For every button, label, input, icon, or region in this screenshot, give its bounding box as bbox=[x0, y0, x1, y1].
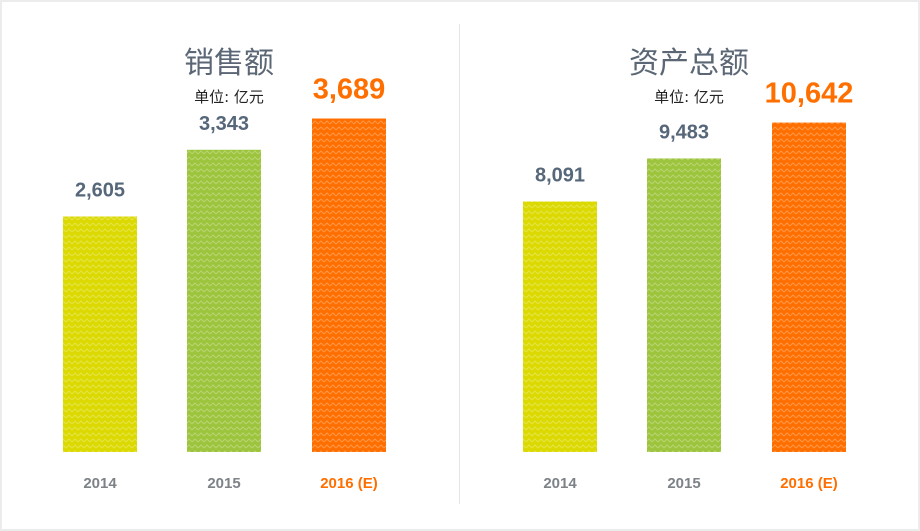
sales-bar-2016e bbox=[312, 118, 386, 452]
sales-bar-2014 bbox=[63, 216, 137, 452]
assets-category-label: 2015 bbox=[667, 475, 700, 492]
sales-value-label: 3,689 bbox=[313, 74, 386, 106]
sales-chart-title: 销售额 bbox=[184, 46, 274, 81]
sales-category-label: 2016 (E) bbox=[320, 475, 378, 492]
assets-chart-panel: 资产总额 单位: 亿元 8,091 2014 9,483 2015 10,642 2016… bbox=[460, 0, 918, 531]
assets-value-label: 10,642 bbox=[765, 78, 854, 110]
assets-bar-2015 bbox=[647, 158, 721, 452]
sales-bar-2015 bbox=[187, 149, 261, 453]
sales-category-label: 2015 bbox=[207, 475, 240, 492]
assets-category-label: 2014 bbox=[543, 475, 577, 492]
assets-bar-2016e bbox=[772, 122, 846, 452]
assets-value-label: 9,483 bbox=[659, 121, 709, 143]
assets-bar-2014 bbox=[523, 201, 597, 452]
sales-value-label: 2,605 bbox=[75, 180, 125, 202]
sales-chart-unit: 单位: 亿元 bbox=[194, 88, 264, 106]
assets-value-label: 8,091 bbox=[535, 165, 585, 187]
assets-category-label: 2016 (E) bbox=[780, 475, 838, 492]
sales-category-label: 2014 bbox=[83, 475, 117, 492]
sales-value-label: 3,343 bbox=[199, 113, 249, 135]
assets-chart-title: 资产总额 bbox=[629, 46, 749, 81]
assets-chart-unit: 单位: 亿元 bbox=[654, 88, 724, 106]
panel-divider bbox=[459, 24, 460, 504]
sales-bar-chart: 2,605 2014 3,343 2015 3,689 2016 (E) bbox=[63, 74, 386, 492]
assets-bar-chart: 8,091 2014 9,483 2015 10,642 2016 (E) bbox=[523, 78, 854, 492]
sales-chart-panel: 销售额 单位: 亿元 2,605 2014 3,343 2015 3,689 2016 (… bbox=[0, 0, 458, 531]
